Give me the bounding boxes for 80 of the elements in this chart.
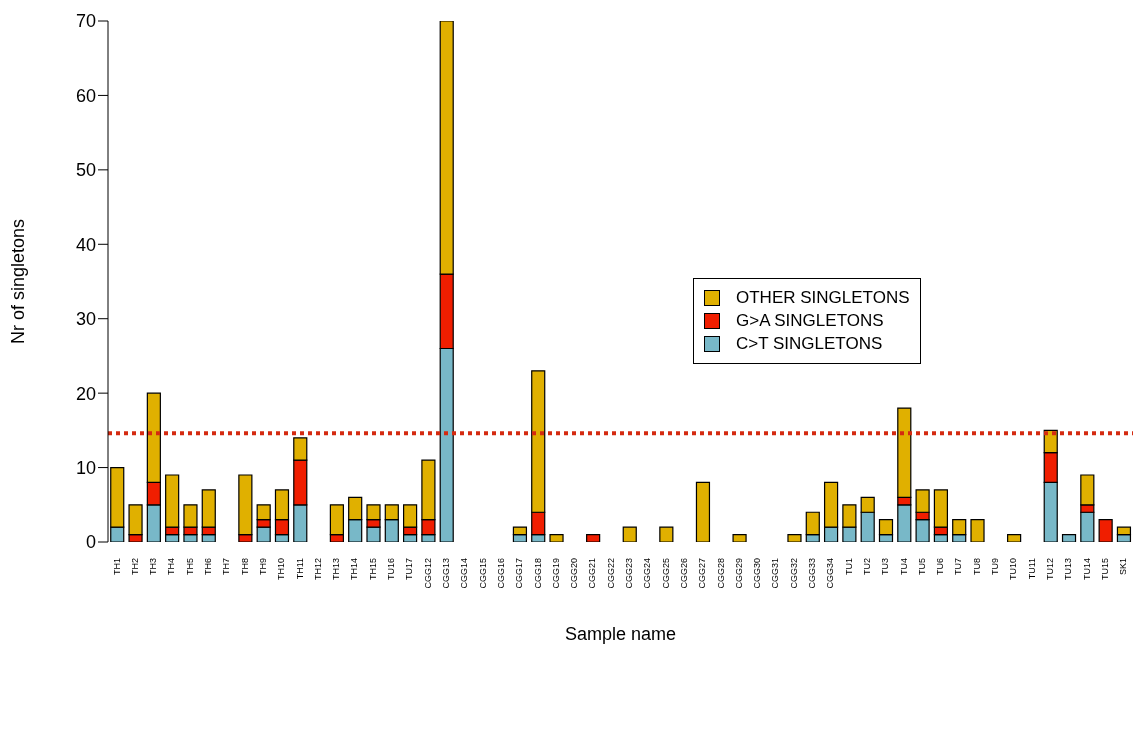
x-tick-label: CGG15	[477, 558, 488, 589]
x-tick-label: CGG22	[605, 558, 616, 589]
x-tick-label: CGG18	[532, 558, 543, 589]
x-tick-label: CGG12	[422, 558, 433, 589]
x-tick-label: CGG33	[807, 558, 818, 589]
x-tick-label: TU3	[880, 558, 891, 576]
x-tick-label: TH1	[111, 558, 122, 576]
x-tick-label: TU2	[861, 558, 872, 576]
legend-label: OTHER SINGLETONS	[736, 288, 910, 308]
x-tick-label: CGG20	[569, 558, 580, 589]
x-tick-label: TH14	[349, 558, 360, 581]
y-tick-label: 70	[75, 11, 96, 32]
x-tick-label: CGG25	[660, 558, 671, 589]
x-tick-label: CGG24	[642, 558, 653, 589]
x-tick-label: TH8	[239, 558, 250, 576]
x-axis-title: Sample name	[564, 624, 677, 644]
y-tick-label: 0	[85, 532, 96, 553]
x-tick-label: TH2	[129, 558, 140, 576]
x-tick-label: CGG30	[752, 558, 763, 589]
bar	[970, 519, 985, 542]
x-tick-label: TU5	[916, 558, 927, 576]
x-tick-label: TH10	[276, 558, 287, 581]
x-tick-label: TH11	[294, 558, 305, 580]
bar	[1098, 519, 1113, 542]
bar	[787, 533, 802, 542]
y-tick-label: 50	[75, 160, 96, 181]
x-tick-label: CGG13	[440, 558, 451, 589]
x-tick-label: CGG16	[495, 558, 506, 589]
x-tick-label: CGG23	[624, 558, 635, 589]
x-tick-label: TH4	[166, 558, 177, 576]
y-tick-label: 30	[75, 309, 96, 330]
x-tick-label: TU1	[843, 558, 854, 576]
x-tick-label: TU6	[935, 558, 946, 576]
x-tick-label: SK1	[1118, 558, 1129, 576]
x-tick-label: TU15	[1099, 558, 1110, 581]
bar	[586, 533, 601, 542]
y-tick-label: 40	[75, 234, 96, 255]
bar	[732, 533, 747, 542]
x-tick-label: CGG34	[825, 558, 836, 589]
x-tick-label: TU11	[1026, 558, 1037, 580]
x-tick-label: TU4	[898, 558, 909, 576]
x-tick-label: TU17	[404, 558, 415, 581]
x-tick-label: CGG26	[678, 558, 689, 589]
x-tick-label: TU12	[1045, 558, 1056, 581]
x-tick-label: TH15	[367, 558, 378, 581]
x-tick-label: CGG29	[733, 558, 744, 589]
x-tick-label: TU16	[386, 558, 397, 581]
x-tick-label: TH9	[257, 558, 268, 576]
y-axis-title: Nr of singletons	[8, 218, 29, 345]
bar	[1061, 533, 1077, 542]
x-tick-label: TU7	[953, 558, 964, 576]
legend-label: G>A SINGLETONS	[736, 311, 884, 331]
x-tick-label: TH3	[148, 558, 159, 576]
x-tick-label: TH7	[221, 558, 232, 576]
x-tick-label: CGG14	[459, 558, 470, 589]
legend-label: C>T SINGLETONS	[736, 334, 883, 354]
x-tick-label: TH13	[331, 558, 342, 581]
y-tick-label: 20	[75, 383, 96, 404]
bar	[622, 526, 637, 542]
y-tick-label: 60	[75, 85, 96, 106]
x-tick-label: CGG19	[550, 558, 561, 589]
x-tick-label: TH6	[203, 558, 214, 576]
x-tick-label: CGG17	[514, 558, 525, 589]
x-tick-label: TH5	[184, 558, 195, 576]
bar	[1007, 533, 1022, 542]
x-tick-label: TU14	[1081, 558, 1092, 581]
x-tick-label: TH12	[312, 558, 323, 581]
x-tick-label: CGG27	[697, 558, 708, 589]
x-tick-label: TU8	[971, 558, 982, 576]
bar	[549, 533, 564, 542]
x-tick-label: CGG28	[715, 558, 726, 589]
bar	[659, 526, 674, 542]
x-tick-label: TU9	[990, 558, 1001, 576]
y-tick-label: 10	[75, 457, 96, 478]
x-tick-label: TU10	[1008, 558, 1019, 581]
x-tick-label: CGG21	[587, 558, 598, 589]
x-tick-label: TU13	[1063, 558, 1074, 581]
x-tick-label: CGG31	[770, 558, 781, 589]
x-tick-label: CGG32	[788, 558, 799, 589]
bar	[695, 481, 711, 542]
